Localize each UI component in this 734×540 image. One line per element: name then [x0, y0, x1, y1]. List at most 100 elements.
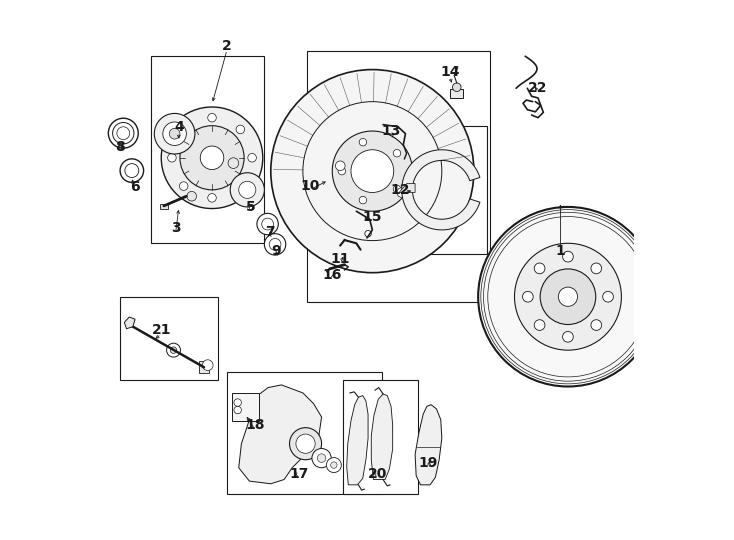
Circle shape — [236, 125, 244, 134]
Text: 8: 8 — [115, 140, 125, 154]
Text: 7: 7 — [265, 225, 275, 239]
Polygon shape — [346, 396, 368, 485]
Circle shape — [333, 131, 413, 211]
Polygon shape — [401, 190, 480, 230]
Circle shape — [534, 320, 545, 330]
Circle shape — [208, 193, 217, 202]
Text: 19: 19 — [419, 456, 438, 470]
Circle shape — [161, 107, 263, 208]
Circle shape — [248, 153, 256, 162]
Text: 20: 20 — [368, 467, 388, 481]
Circle shape — [534, 263, 545, 274]
Circle shape — [264, 234, 286, 255]
Circle shape — [312, 449, 331, 468]
Circle shape — [359, 197, 367, 204]
Text: 18: 18 — [245, 418, 264, 432]
Text: 1: 1 — [556, 244, 565, 258]
Text: 14: 14 — [440, 65, 459, 79]
Bar — [199, 361, 208, 373]
Text: 9: 9 — [272, 244, 281, 258]
Circle shape — [562, 251, 573, 262]
Text: 2: 2 — [222, 38, 232, 52]
Text: 11: 11 — [330, 252, 350, 266]
Circle shape — [327, 457, 341, 472]
Circle shape — [393, 185, 401, 193]
Bar — [233, 393, 259, 421]
Text: 13: 13 — [382, 124, 401, 138]
Circle shape — [317, 454, 326, 462]
Circle shape — [591, 320, 602, 330]
Circle shape — [187, 192, 197, 201]
Circle shape — [393, 150, 401, 157]
Bar — [396, 126, 487, 254]
Circle shape — [478, 207, 658, 387]
Text: 15: 15 — [363, 210, 382, 224]
Circle shape — [230, 173, 264, 207]
Polygon shape — [401, 150, 480, 190]
Circle shape — [109, 118, 138, 148]
Circle shape — [591, 263, 602, 274]
Bar — [159, 204, 168, 209]
Circle shape — [167, 343, 181, 357]
Circle shape — [120, 159, 144, 183]
Circle shape — [262, 218, 274, 230]
Circle shape — [170, 129, 180, 139]
Circle shape — [203, 360, 213, 370]
Text: 6: 6 — [130, 180, 139, 194]
Bar — [343, 380, 418, 495]
Circle shape — [515, 244, 622, 350]
Circle shape — [603, 292, 614, 302]
Circle shape — [234, 406, 241, 414]
Circle shape — [239, 181, 256, 198]
Text: 16: 16 — [322, 268, 342, 282]
Text: 5: 5 — [246, 200, 255, 214]
Circle shape — [179, 182, 188, 191]
Circle shape — [289, 428, 321, 460]
Circle shape — [359, 138, 367, 146]
Circle shape — [154, 113, 195, 154]
Circle shape — [271, 70, 474, 273]
Text: 17: 17 — [289, 467, 309, 481]
Circle shape — [559, 287, 578, 306]
Circle shape — [125, 164, 139, 178]
Circle shape — [180, 126, 244, 190]
Text: 4: 4 — [174, 120, 184, 134]
Circle shape — [179, 125, 188, 134]
Circle shape — [236, 182, 244, 191]
Circle shape — [257, 213, 278, 235]
Text: 21: 21 — [151, 323, 171, 337]
Circle shape — [523, 292, 533, 302]
Text: 12: 12 — [390, 183, 410, 197]
Text: 3: 3 — [171, 221, 181, 235]
Polygon shape — [399, 184, 415, 192]
Circle shape — [170, 347, 177, 353]
Circle shape — [338, 167, 346, 175]
Circle shape — [228, 158, 239, 168]
Polygon shape — [371, 394, 393, 480]
Circle shape — [365, 231, 371, 237]
Circle shape — [397, 188, 407, 197]
Circle shape — [163, 122, 186, 145]
Bar — [227, 372, 382, 495]
Circle shape — [540, 269, 596, 325]
Polygon shape — [124, 317, 135, 329]
Text: 10: 10 — [300, 179, 319, 193]
Bar — [120, 296, 219, 380]
Bar — [151, 56, 264, 244]
Bar — [307, 51, 490, 302]
Circle shape — [335, 161, 345, 171]
Circle shape — [330, 462, 337, 468]
Circle shape — [167, 153, 176, 162]
Circle shape — [453, 83, 461, 91]
Bar — [451, 89, 463, 98]
Circle shape — [351, 150, 393, 192]
Text: 22: 22 — [528, 82, 548, 95]
Circle shape — [200, 146, 224, 170]
Circle shape — [562, 332, 573, 342]
Circle shape — [112, 123, 134, 144]
Circle shape — [296, 434, 315, 453]
Circle shape — [208, 113, 217, 122]
Circle shape — [117, 127, 130, 140]
Polygon shape — [415, 404, 442, 485]
Polygon shape — [239, 385, 321, 484]
